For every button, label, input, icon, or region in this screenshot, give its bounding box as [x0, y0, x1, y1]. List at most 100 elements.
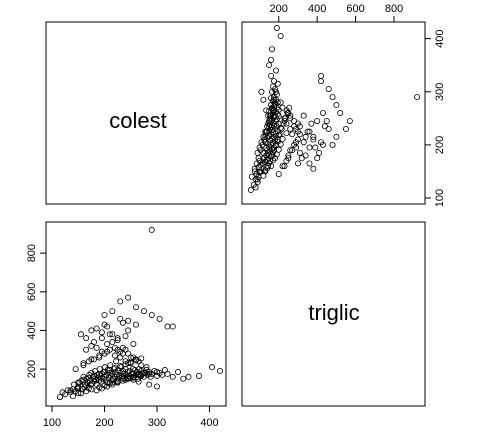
point-top-right	[293, 139, 300, 146]
point-top-right	[342, 125, 349, 132]
point-bottom-left	[132, 304, 139, 311]
point-top-right	[269, 104, 276, 111]
point-bottom-left	[98, 335, 105, 342]
point-top-right	[308, 120, 315, 127]
point-bottom-left	[72, 366, 79, 373]
point-bottom-left	[110, 366, 117, 373]
tick-label-left-triglic: 600	[26, 283, 38, 301]
point-top-right	[319, 141, 326, 148]
point-top-right	[312, 144, 319, 151]
point-top-right	[287, 147, 294, 154]
point-bottom-left	[114, 337, 121, 344]
point-top-right	[321, 123, 328, 130]
panel-frame-top-left	[45, 21, 227, 205]
point-top-right	[318, 72, 325, 79]
point-bottom-left	[144, 371, 151, 378]
point-top-right	[273, 91, 280, 98]
point-top-right	[272, 141, 279, 148]
tick-label-left-triglic: 200	[26, 360, 38, 378]
point-bottom-left	[91, 372, 98, 379]
point-top-right	[277, 32, 284, 39]
point-bottom-left	[143, 364, 150, 371]
point-top-right	[266, 62, 273, 69]
point-top-right	[260, 133, 267, 140]
points-colest-vs-triglic	[247, 24, 421, 194]
point-top-right	[269, 107, 276, 114]
point-bottom-left	[109, 331, 116, 338]
tick-label-bottom-colest: 300	[148, 417, 166, 429]
tick-label-right-colest: 200	[434, 136, 446, 154]
point-top-right	[255, 155, 262, 162]
point-bottom-left	[106, 367, 113, 374]
point-bottom-left	[169, 323, 176, 330]
point-top-right	[306, 144, 313, 151]
point-bottom-left	[164, 323, 171, 330]
point-top-right	[302, 152, 309, 159]
point-bottom-left	[81, 384, 88, 391]
point-bottom-left	[96, 384, 103, 391]
point-bottom-left	[104, 348, 111, 355]
point-top-right	[271, 100, 278, 107]
point-bottom-left	[112, 344, 119, 351]
point-top-right	[280, 120, 287, 127]
point-bottom-left	[132, 357, 139, 364]
point-bottom-left	[127, 354, 134, 361]
point-top-right	[270, 96, 277, 103]
point-bottom-left	[138, 372, 145, 379]
point-top-right	[277, 99, 284, 106]
point-bottom-left	[122, 361, 129, 368]
point-top-right	[276, 131, 283, 138]
point-top-right	[270, 147, 277, 154]
point-top-right	[258, 88, 265, 95]
panel-frame-bottom-right	[241, 221, 426, 407]
point-bottom-left	[83, 335, 90, 342]
point-bottom-left	[130, 376, 137, 383]
point-top-right	[296, 149, 303, 156]
point-bottom-left	[140, 308, 147, 315]
point-bottom-left	[79, 386, 86, 393]
point-bottom-left	[70, 393, 77, 400]
point-bottom-left	[83, 346, 90, 353]
point-bottom-left	[113, 358, 120, 365]
point-bottom-left	[85, 374, 92, 381]
point-top-right	[325, 125, 332, 132]
point-bottom-left	[88, 356, 95, 363]
point-top-right	[318, 78, 325, 85]
point-top-right	[265, 112, 272, 119]
point-top-right	[263, 107, 270, 114]
point-top-right	[275, 171, 282, 178]
point-bottom-left	[119, 319, 126, 326]
point-top-right	[284, 110, 291, 117]
point-bottom-left	[88, 327, 95, 334]
axis-ticks: 100 200 300 400 200 400 600 800 200 400 600 800 100 2…	[26, 3, 446, 429]
point-top-right	[281, 163, 288, 170]
point-top-right	[279, 163, 286, 170]
point-bottom-left	[109, 339, 116, 346]
point-top-right	[329, 141, 336, 148]
variable-label-colest: colest	[109, 108, 166, 133]
tick-label-left-triglic: 800	[26, 244, 38, 262]
point-top-right	[267, 117, 274, 124]
point-bottom-left	[142, 369, 149, 376]
point-top-right	[273, 24, 280, 31]
tick-label-top-triglic: 800	[385, 3, 403, 15]
point-top-right	[272, 88, 279, 95]
point-bottom-left	[93, 344, 100, 351]
point-top-right	[267, 157, 274, 164]
point-bottom-left	[125, 294, 132, 301]
point-top-right	[285, 155, 292, 162]
point-top-right	[262, 133, 269, 140]
point-bottom-left	[101, 368, 108, 375]
point-bottom-left	[209, 364, 216, 371]
point-bottom-left	[114, 335, 121, 342]
point-bottom-left	[91, 356, 98, 363]
point-bottom-left	[125, 317, 132, 324]
point-top-right	[289, 147, 296, 154]
point-top-right	[325, 86, 332, 93]
point-top-right	[268, 102, 275, 109]
point-top-right	[252, 184, 259, 191]
point-top-right	[275, 132, 282, 139]
point-bottom-left	[83, 388, 90, 395]
point-top-right	[294, 160, 301, 167]
point-top-right	[264, 128, 271, 135]
